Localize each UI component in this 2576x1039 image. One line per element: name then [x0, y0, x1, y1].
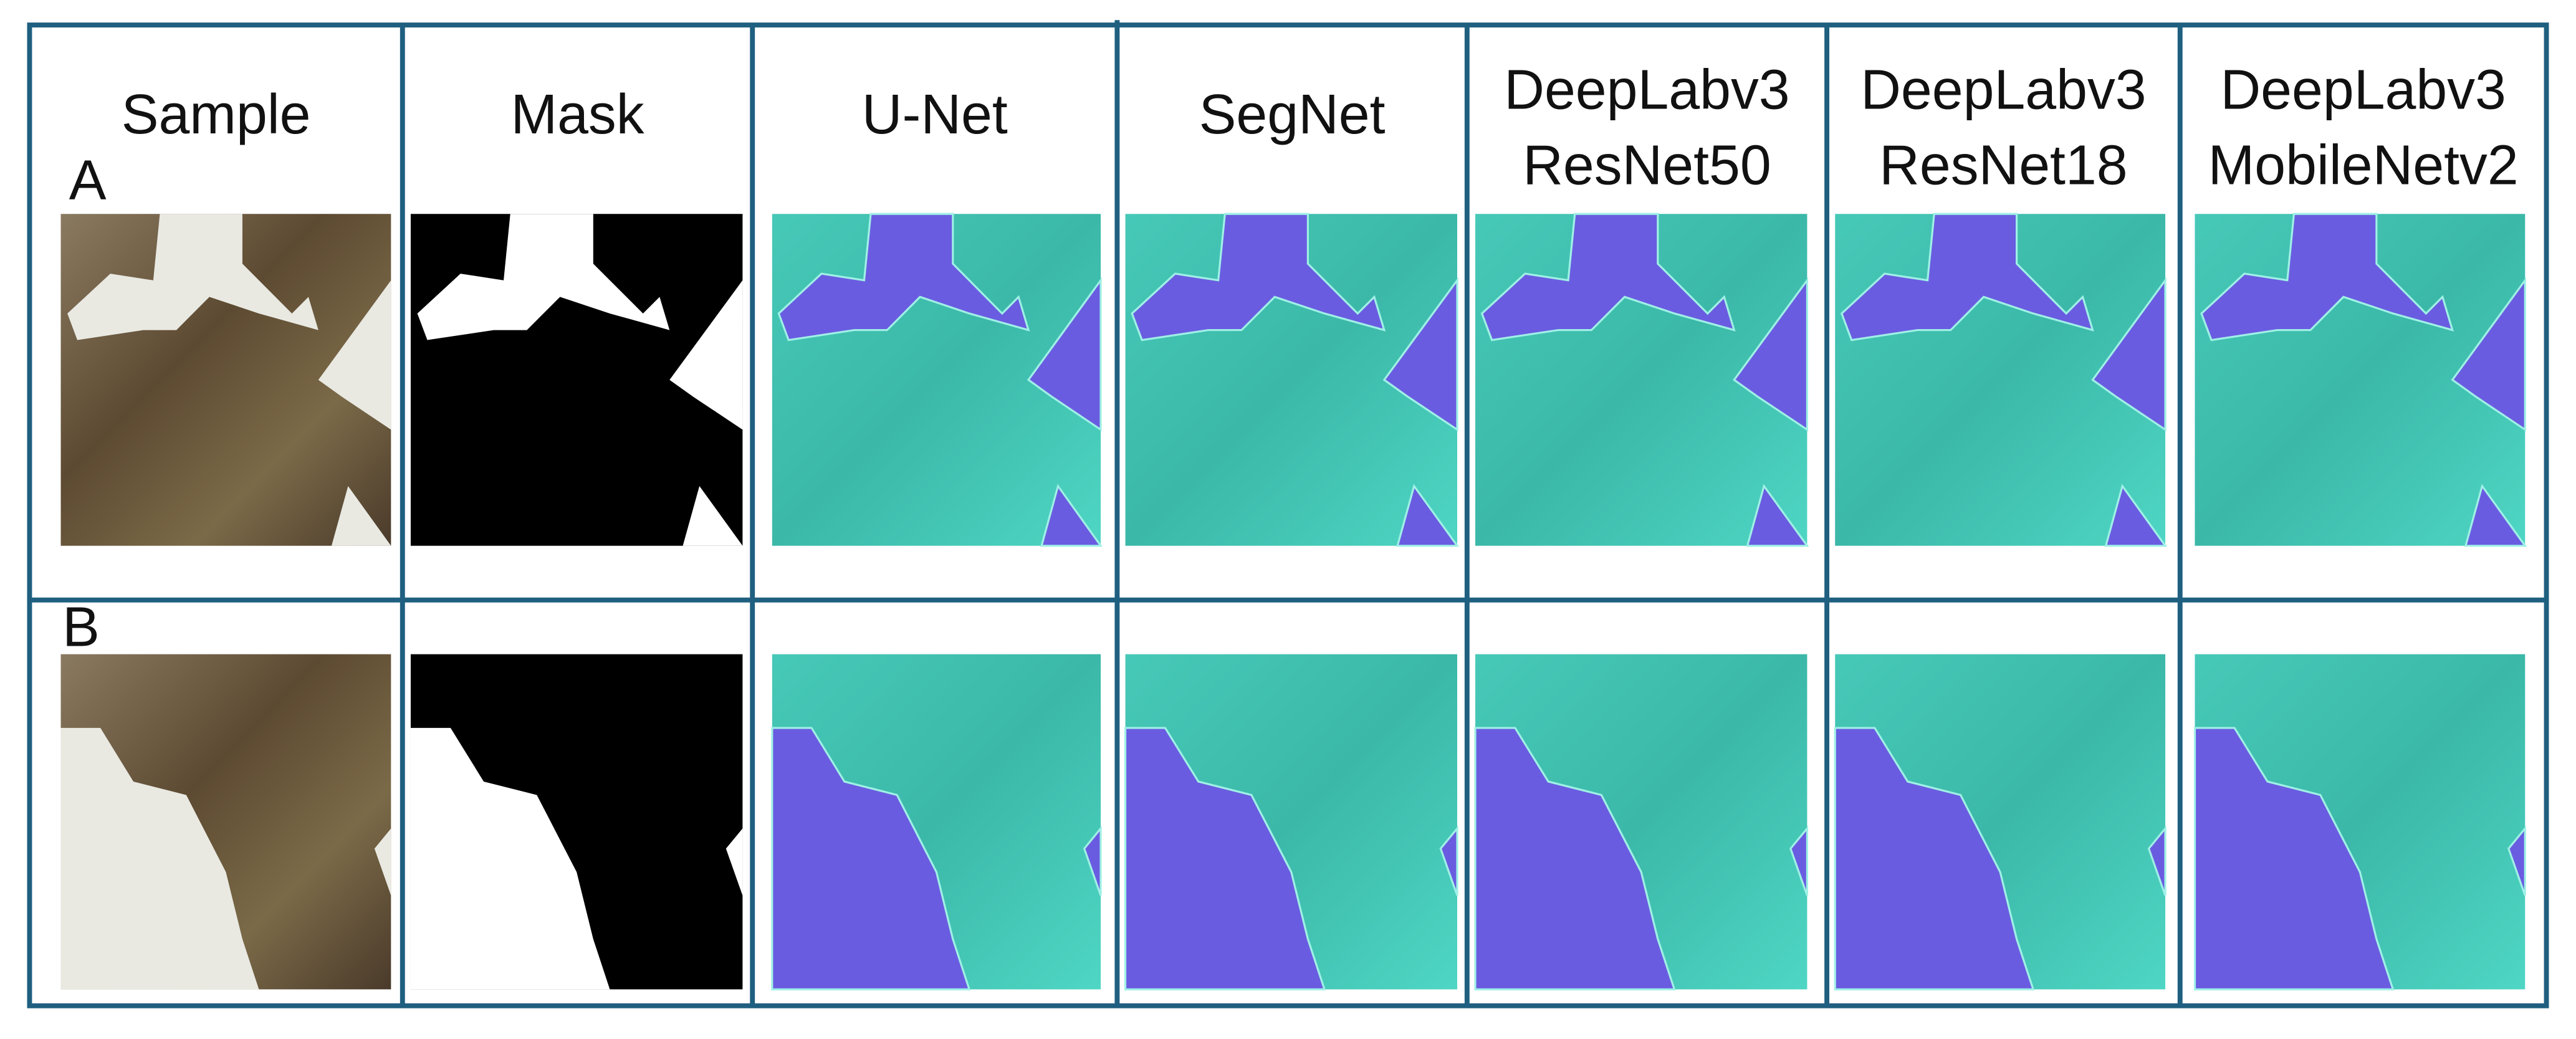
- region: [1474, 727, 1676, 990]
- region: [2193, 727, 2395, 990]
- column-header: U-Net: [862, 83, 1008, 145]
- region: [2091, 277, 2167, 432]
- region: [410, 727, 610, 990]
- region: [1124, 727, 1326, 990]
- region: [331, 486, 391, 546]
- prediction-image: [1125, 213, 1460, 547]
- region: [2464, 484, 2527, 547]
- column-header: DeepLabv3: [1860, 58, 2146, 120]
- region: [318, 280, 391, 430]
- region: [1040, 484, 1103, 547]
- region: [1480, 213, 1736, 342]
- region: [669, 280, 743, 430]
- column-header: MobileNetv2: [2208, 134, 2519, 196]
- region: [1382, 277, 1458, 432]
- column-header: Sample: [122, 83, 311, 145]
- region: [2507, 825, 2526, 896]
- region: [1733, 277, 1809, 432]
- prediction-image: [772, 213, 1103, 547]
- region: [1396, 484, 1460, 547]
- mask-image: [410, 654, 743, 990]
- column-header: SegNet: [1199, 83, 1386, 145]
- prediction-image: [2193, 654, 2526, 990]
- region: [417, 214, 670, 340]
- region: [1789, 825, 1809, 896]
- column-header: DeepLabv3: [1504, 58, 1789, 120]
- prediction-image: [1475, 213, 1809, 547]
- prediction-image: [1124, 654, 1458, 990]
- column-header: ResNet18: [1879, 134, 2127, 196]
- column-header: Mask: [510, 83, 644, 145]
- region: [1027, 277, 1102, 432]
- region: [1840, 213, 2094, 342]
- region: [67, 214, 318, 340]
- region: [2104, 484, 2168, 547]
- region: [2147, 825, 2167, 896]
- sample-image: [60, 214, 391, 546]
- region: [1439, 825, 1458, 896]
- region: [2451, 277, 2526, 432]
- sample-image: [60, 654, 391, 990]
- region: [771, 727, 971, 990]
- region: [2200, 213, 2454, 342]
- region: [1834, 727, 2035, 990]
- prediction-image: [771, 654, 1102, 990]
- region: [682, 486, 743, 546]
- grid-lines: [27, 20, 2549, 1008]
- region: [725, 828, 743, 896]
- region: [60, 727, 259, 990]
- row-label: A: [69, 148, 107, 211]
- prediction-image: [1474, 654, 1809, 990]
- region: [374, 828, 391, 896]
- region: [777, 213, 1030, 342]
- column-header: ResNet50: [1523, 134, 1771, 196]
- row-label: B: [62, 595, 100, 658]
- prediction-image: [1834, 654, 2167, 990]
- region: [1131, 213, 1386, 342]
- region: [1746, 484, 1809, 547]
- prediction-image: [2195, 213, 2527, 547]
- prediction-image: [1835, 213, 2168, 547]
- region: [1083, 825, 1102, 896]
- column-header: DeepLabv3: [2220, 58, 2506, 120]
- mask-image: [410, 214, 743, 546]
